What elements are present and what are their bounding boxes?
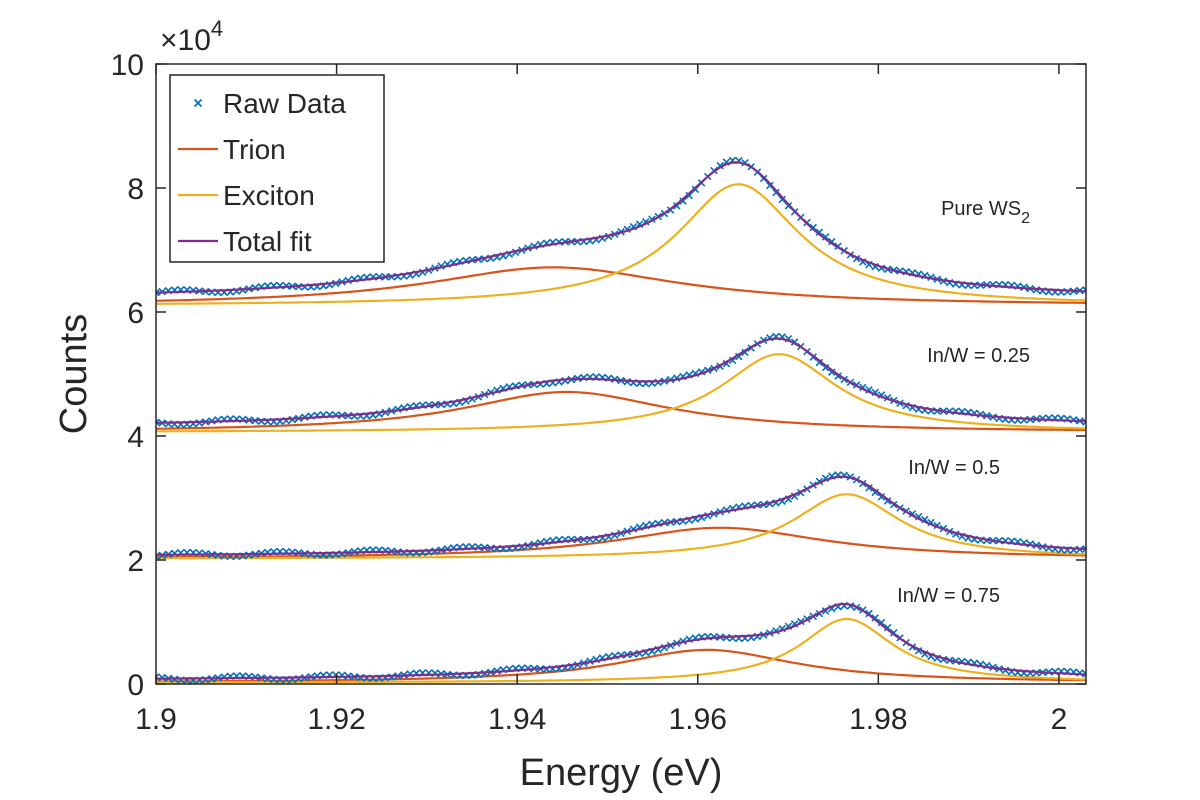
exciton-curve bbox=[156, 183, 1086, 305]
raw-data-point bbox=[156, 418, 160, 426]
x-tick-label: 1.98 bbox=[849, 703, 907, 736]
trion-curve bbox=[156, 390, 1086, 432]
annotations-layer: Pure WS2 In/W = 0.25 In/W = 0.5 In/W = 0.75 bbox=[897, 198, 1030, 607]
legend-entry: Total fit bbox=[178, 226, 312, 257]
legend-label: Raw Data bbox=[223, 88, 346, 119]
y-tick-label: 10 bbox=[111, 49, 144, 82]
total-fit-curve bbox=[156, 337, 1086, 424]
raw-data-point bbox=[815, 358, 824, 367]
series-annotation: In/W = 0.5 bbox=[908, 457, 1000, 479]
raw-data-point bbox=[871, 614, 879, 622]
raw-data-point bbox=[871, 488, 879, 497]
y-tick-label: 8 bbox=[127, 173, 144, 206]
x-tick-label: 1.96 bbox=[669, 703, 727, 736]
raw-data-point bbox=[1082, 418, 1086, 426]
y-tick-label: 0 bbox=[127, 669, 144, 702]
raw-data-point bbox=[877, 618, 886, 627]
total-fit-curve bbox=[156, 161, 1086, 294]
legend-entry: Raw Data bbox=[193, 88, 346, 119]
raw-data-point bbox=[156, 288, 160, 297]
legend-label: Exciton bbox=[223, 180, 315, 211]
spectrum-group bbox=[156, 156, 1086, 305]
trion-curve bbox=[156, 266, 1086, 304]
raw-data-point bbox=[821, 363, 830, 372]
y-tick-label: 2 bbox=[127, 545, 144, 578]
raw-data-point bbox=[778, 195, 786, 204]
raw-data-point bbox=[883, 623, 892, 632]
series-annotation: In/W = 0.25 bbox=[927, 345, 1030, 367]
legend: Raw Data Trion Exciton Total fit bbox=[169, 74, 385, 263]
raw-data-point bbox=[1082, 545, 1086, 553]
exciton-curve bbox=[156, 353, 1086, 433]
total-fit-curve bbox=[156, 602, 1086, 680]
raw-data-point bbox=[828, 368, 836, 376]
raw-data-point bbox=[815, 228, 824, 236]
trion-curve bbox=[156, 648, 1086, 683]
legend-marker-x bbox=[193, 98, 203, 108]
exciton-curve bbox=[156, 493, 1086, 560]
legend-box bbox=[169, 74, 385, 263]
raw-data-point bbox=[1082, 670, 1086, 678]
raw-data-point bbox=[821, 233, 830, 241]
y-axis-title: Counts bbox=[53, 314, 95, 434]
y-tick-label: 4 bbox=[127, 421, 144, 454]
raw-data-point bbox=[679, 197, 687, 205]
legend-label: Total fit bbox=[223, 226, 312, 257]
y-tick-label: 6 bbox=[127, 297, 144, 330]
x-tick-label: 2 bbox=[1051, 703, 1068, 736]
raw-data-point bbox=[685, 191, 693, 200]
trion-curve bbox=[156, 526, 1086, 559]
legend-entry: Trion bbox=[178, 134, 286, 165]
series-layer bbox=[156, 156, 1086, 684]
legend-entry: Exciton bbox=[178, 180, 315, 211]
x-tick-label: 1.9 bbox=[135, 703, 177, 736]
x-axis-title: Energy (eV) bbox=[520, 752, 723, 794]
total-fit-curve bbox=[156, 475, 1086, 556]
plot-frame bbox=[155, 63, 1087, 685]
spectrum-group bbox=[156, 471, 1086, 561]
series-annotation: In/W = 0.75 bbox=[897, 585, 1000, 607]
spectrum-group bbox=[156, 332, 1086, 433]
raw-data-point bbox=[766, 181, 774, 190]
spectrum-group bbox=[156, 602, 1086, 684]
legend-label: Trion bbox=[223, 134, 286, 165]
x-tick-label: 1.94 bbox=[488, 703, 546, 736]
x-tick-label: 1.92 bbox=[307, 703, 365, 736]
raw-data-point bbox=[772, 188, 780, 197]
raw-data-point bbox=[877, 493, 886, 501]
exciton-curve bbox=[156, 617, 1086, 684]
raw-data-point bbox=[673, 202, 681, 210]
series-annotation: Pure WS2 bbox=[941, 198, 1030, 227]
y-exponent-label: ×104 bbox=[160, 16, 223, 57]
ticks-layer: 1.9 1.92 1.94 1.96 1.98 2 0 2 4 6 8 10 bbox=[111, 49, 1086, 736]
